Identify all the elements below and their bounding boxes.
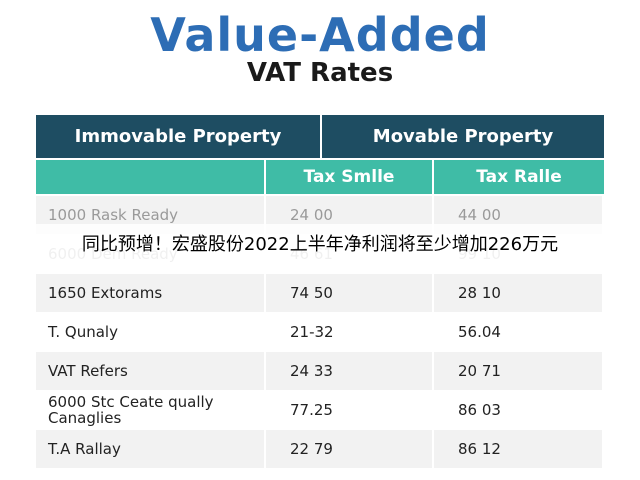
subheader-blank <box>36 160 264 194</box>
table-cell: 6000 Stc Ceate qually Canaglies <box>36 391 266 429</box>
table-cell: 77.25 <box>266 391 434 429</box>
column-header: Tax Smlle <box>266 160 432 194</box>
table-cell: T.A Rallay <box>36 430 266 468</box>
table-cell: 86 03 <box>434 391 604 429</box>
table-cell: 22 79 <box>266 430 434 468</box>
table-cell: 86 12 <box>434 430 604 468</box>
table-cell: 24 33 <box>266 352 434 390</box>
column-header: Tax Ralle <box>434 160 604 194</box>
table-cell: VAT Refers <box>36 352 266 390</box>
table-cell: 74 50 <box>266 274 434 312</box>
group-header: Movable Property <box>322 115 604 158</box>
table-cell: 1650 Extorams <box>36 274 266 312</box>
table-cell: 21-32 <box>266 313 434 351</box>
group-header: Immovable Property <box>36 115 320 158</box>
caption-overlay: 同比预增！宏盛股份2022上半年净利润将至少增加226万元 <box>0 224 640 262</box>
table-cell: T. Qunaly <box>36 313 266 351</box>
table-cell: 56.04 <box>434 313 604 351</box>
subtitle: VAT Rates <box>246 58 394 88</box>
title: Value-Added <box>150 8 490 62</box>
table-cell: 28 10 <box>434 274 604 312</box>
table-cell: 20 71 <box>434 352 604 390</box>
